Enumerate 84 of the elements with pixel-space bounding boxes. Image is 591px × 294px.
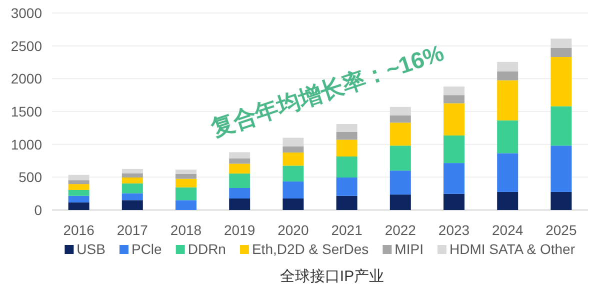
bar xyxy=(229,188,250,199)
bar xyxy=(444,163,464,194)
y-tick-label: 2000 xyxy=(10,70,42,87)
bar xyxy=(229,152,250,158)
bar xyxy=(122,200,143,210)
bar xyxy=(390,115,411,123)
bar xyxy=(336,140,358,156)
bar xyxy=(497,71,518,80)
bar xyxy=(497,192,518,210)
x-tick-label: 2019 xyxy=(224,222,256,238)
y-tick-label: 1500 xyxy=(10,104,42,120)
legend-label: HDMI SATA & Other xyxy=(449,241,576,257)
bar xyxy=(229,164,250,174)
bar xyxy=(122,177,143,184)
bar xyxy=(390,194,411,210)
bar xyxy=(68,190,90,196)
bar xyxy=(122,168,143,174)
legend-label: Eth,D2D & SerDes xyxy=(252,241,369,257)
x-tick-label: 2024 xyxy=(492,222,524,238)
bar xyxy=(390,106,411,116)
bar xyxy=(497,153,518,192)
y-tick-label: 2500 xyxy=(10,38,42,54)
bar xyxy=(229,198,250,210)
bar xyxy=(282,152,304,166)
bar xyxy=(122,193,143,200)
bar xyxy=(282,138,304,146)
x-tick-label: 2021 xyxy=(331,222,363,238)
y-tick-label: 1000 xyxy=(10,136,42,152)
bar xyxy=(68,174,90,180)
bar xyxy=(336,177,358,196)
bar xyxy=(550,146,572,192)
bar xyxy=(336,132,358,140)
bar xyxy=(176,174,196,179)
bar xyxy=(229,174,250,188)
y-tick-label: 0 xyxy=(34,202,42,218)
bar xyxy=(550,106,572,146)
bar xyxy=(229,158,250,164)
bar xyxy=(176,187,196,200)
y-tick-label: 500 xyxy=(18,169,42,186)
legend-label: USB xyxy=(76,241,106,257)
y-tick-label: 3000 xyxy=(10,5,42,21)
bar xyxy=(176,200,196,210)
bar xyxy=(390,122,411,146)
bar xyxy=(444,135,464,164)
bar xyxy=(444,86,464,96)
bar xyxy=(497,80,518,120)
bar xyxy=(68,202,90,210)
legend-label: MIPI xyxy=(394,241,424,257)
bar xyxy=(497,120,518,154)
bar xyxy=(550,192,572,210)
bar xyxy=(176,178,196,188)
bar xyxy=(68,196,90,202)
x-tick-label: 2023 xyxy=(438,222,470,238)
x-tick-label: 2016 xyxy=(63,222,95,238)
bar xyxy=(122,173,143,178)
x-tick-label: 2022 xyxy=(384,222,416,238)
bar xyxy=(282,166,304,182)
bar xyxy=(390,146,411,171)
bar xyxy=(122,183,143,194)
x-tick-label: 2017 xyxy=(116,222,148,238)
bar xyxy=(336,196,358,210)
bar xyxy=(336,156,358,178)
bar xyxy=(282,198,304,210)
bar xyxy=(336,124,358,132)
annotation: 复合年均增长率：~16% xyxy=(206,39,448,142)
x-tick-label: 2020 xyxy=(278,222,309,238)
legend-label: PCle xyxy=(131,241,162,257)
x-axis-title: 全球接口IP产业 xyxy=(280,268,384,285)
bar xyxy=(550,56,572,106)
bar xyxy=(550,48,572,57)
bar xyxy=(497,62,518,72)
x-tick-label: 2025 xyxy=(546,222,577,238)
bar xyxy=(282,146,304,153)
bar xyxy=(444,95,464,104)
bar xyxy=(282,181,304,199)
legend-label: DDRn xyxy=(188,241,226,257)
bar xyxy=(68,184,90,190)
bar xyxy=(550,38,572,48)
bar xyxy=(444,103,464,136)
bar xyxy=(444,194,464,210)
bar xyxy=(176,170,196,174)
bar xyxy=(390,170,411,195)
bar xyxy=(68,180,90,184)
x-tick-label: 2018 xyxy=(170,222,202,238)
